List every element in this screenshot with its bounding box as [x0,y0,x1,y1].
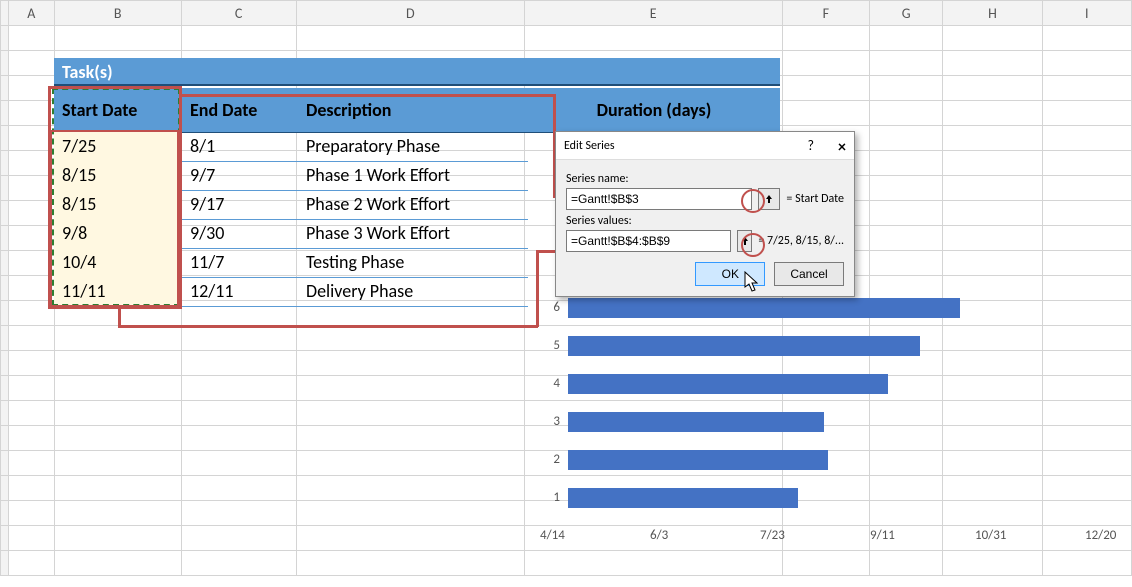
close-icon[interactable]: × [838,134,846,162]
series-name-ref-button[interactable] [758,188,780,210]
chart-x-label: 7/23 [760,528,785,543]
header-end-date: End Date [182,88,298,133]
series-name-input[interactable] [566,188,752,210]
chart-x-label: 12/20 [1085,528,1116,543]
series-values-label: Series values: [566,214,844,228]
cell-start-date[interactable]: 8/15 [54,190,182,220]
chart-x-label: 10/31 [975,528,1006,543]
cell-end-date[interactable]: 8/1 [182,132,298,162]
chart-y-label: 5 [540,338,560,353]
collapse-ref-icon [739,235,751,247]
cell-description[interactable]: Phase 1 Work Effort [298,161,528,191]
cell-description[interactable]: Delivery Phase [298,277,528,307]
chart-y-label: 3 [540,414,560,429]
series-name-label: Series name: [566,172,844,186]
chart-bar [568,450,828,470]
cell-start-date[interactable]: 11/11 [54,277,182,307]
series-values-resolved: = 7/25, 8/15, 8/... [758,234,844,248]
cell-start-date[interactable]: 8/15 [54,161,182,191]
cell-description[interactable]: Phase 2 Work Effort [298,190,528,220]
cell-end-date[interactable]: 9/17 [182,190,298,220]
edit-series-dialog: Edit Series ? × Series name: = Start Dat… [555,131,855,297]
series-values-input[interactable] [566,230,731,252]
cell-start-date[interactable]: 7/25 [54,132,182,162]
chart-x-label: 6/3 [650,528,668,543]
chart-bar [568,412,824,432]
header-duration: Duration (days) [528,88,780,133]
cancel-button[interactable]: Cancel [774,262,844,286]
chart-bar [568,488,798,508]
cell-end-date[interactable]: 12/11 [182,277,298,307]
chart-bar [568,374,888,394]
series-values-ref-button[interactable] [737,230,752,252]
cell-description[interactable]: Testing Phase [298,248,528,278]
chart-y-label: 6 [540,300,560,315]
chart-y-label: 1 [540,490,560,505]
chart-y-label: 2 [540,452,560,467]
chart-bar [568,336,920,356]
cell-description[interactable]: Phase 3 Work Effort [298,219,528,249]
collapse-ref-icon [763,193,775,205]
cell-description[interactable]: Preparatory Phase [298,132,528,162]
cell-end-date[interactable]: 9/7 [182,161,298,191]
series-name-resolved: = Start Date [786,192,844,206]
chart-x-label: 4/14 [540,528,565,543]
cell-end-date[interactable]: 11/7 [182,248,298,278]
header-start-date: Start Date [54,88,182,133]
cell-start-date[interactable]: 10/4 [54,248,182,278]
dialog-title: Edit Series [564,139,615,153]
cell-start-date[interactable]: 9/8 [54,219,182,249]
chart-bar [568,298,960,318]
header-description: Description [298,88,528,133]
ok-button[interactable]: OK [695,262,765,286]
help-icon[interactable]: ? [808,132,815,160]
table-title: Task(s) [54,58,780,86]
chart-y-label: 4 [540,376,560,391]
gantt-preview-chart: 6 5 4 3 2 1 4/14 6/3 7/23 9/11 10/31 12/20 [520,290,1130,560]
cell-end-date[interactable]: 9/30 [182,219,298,249]
chart-x-label: 9/11 [870,528,895,543]
